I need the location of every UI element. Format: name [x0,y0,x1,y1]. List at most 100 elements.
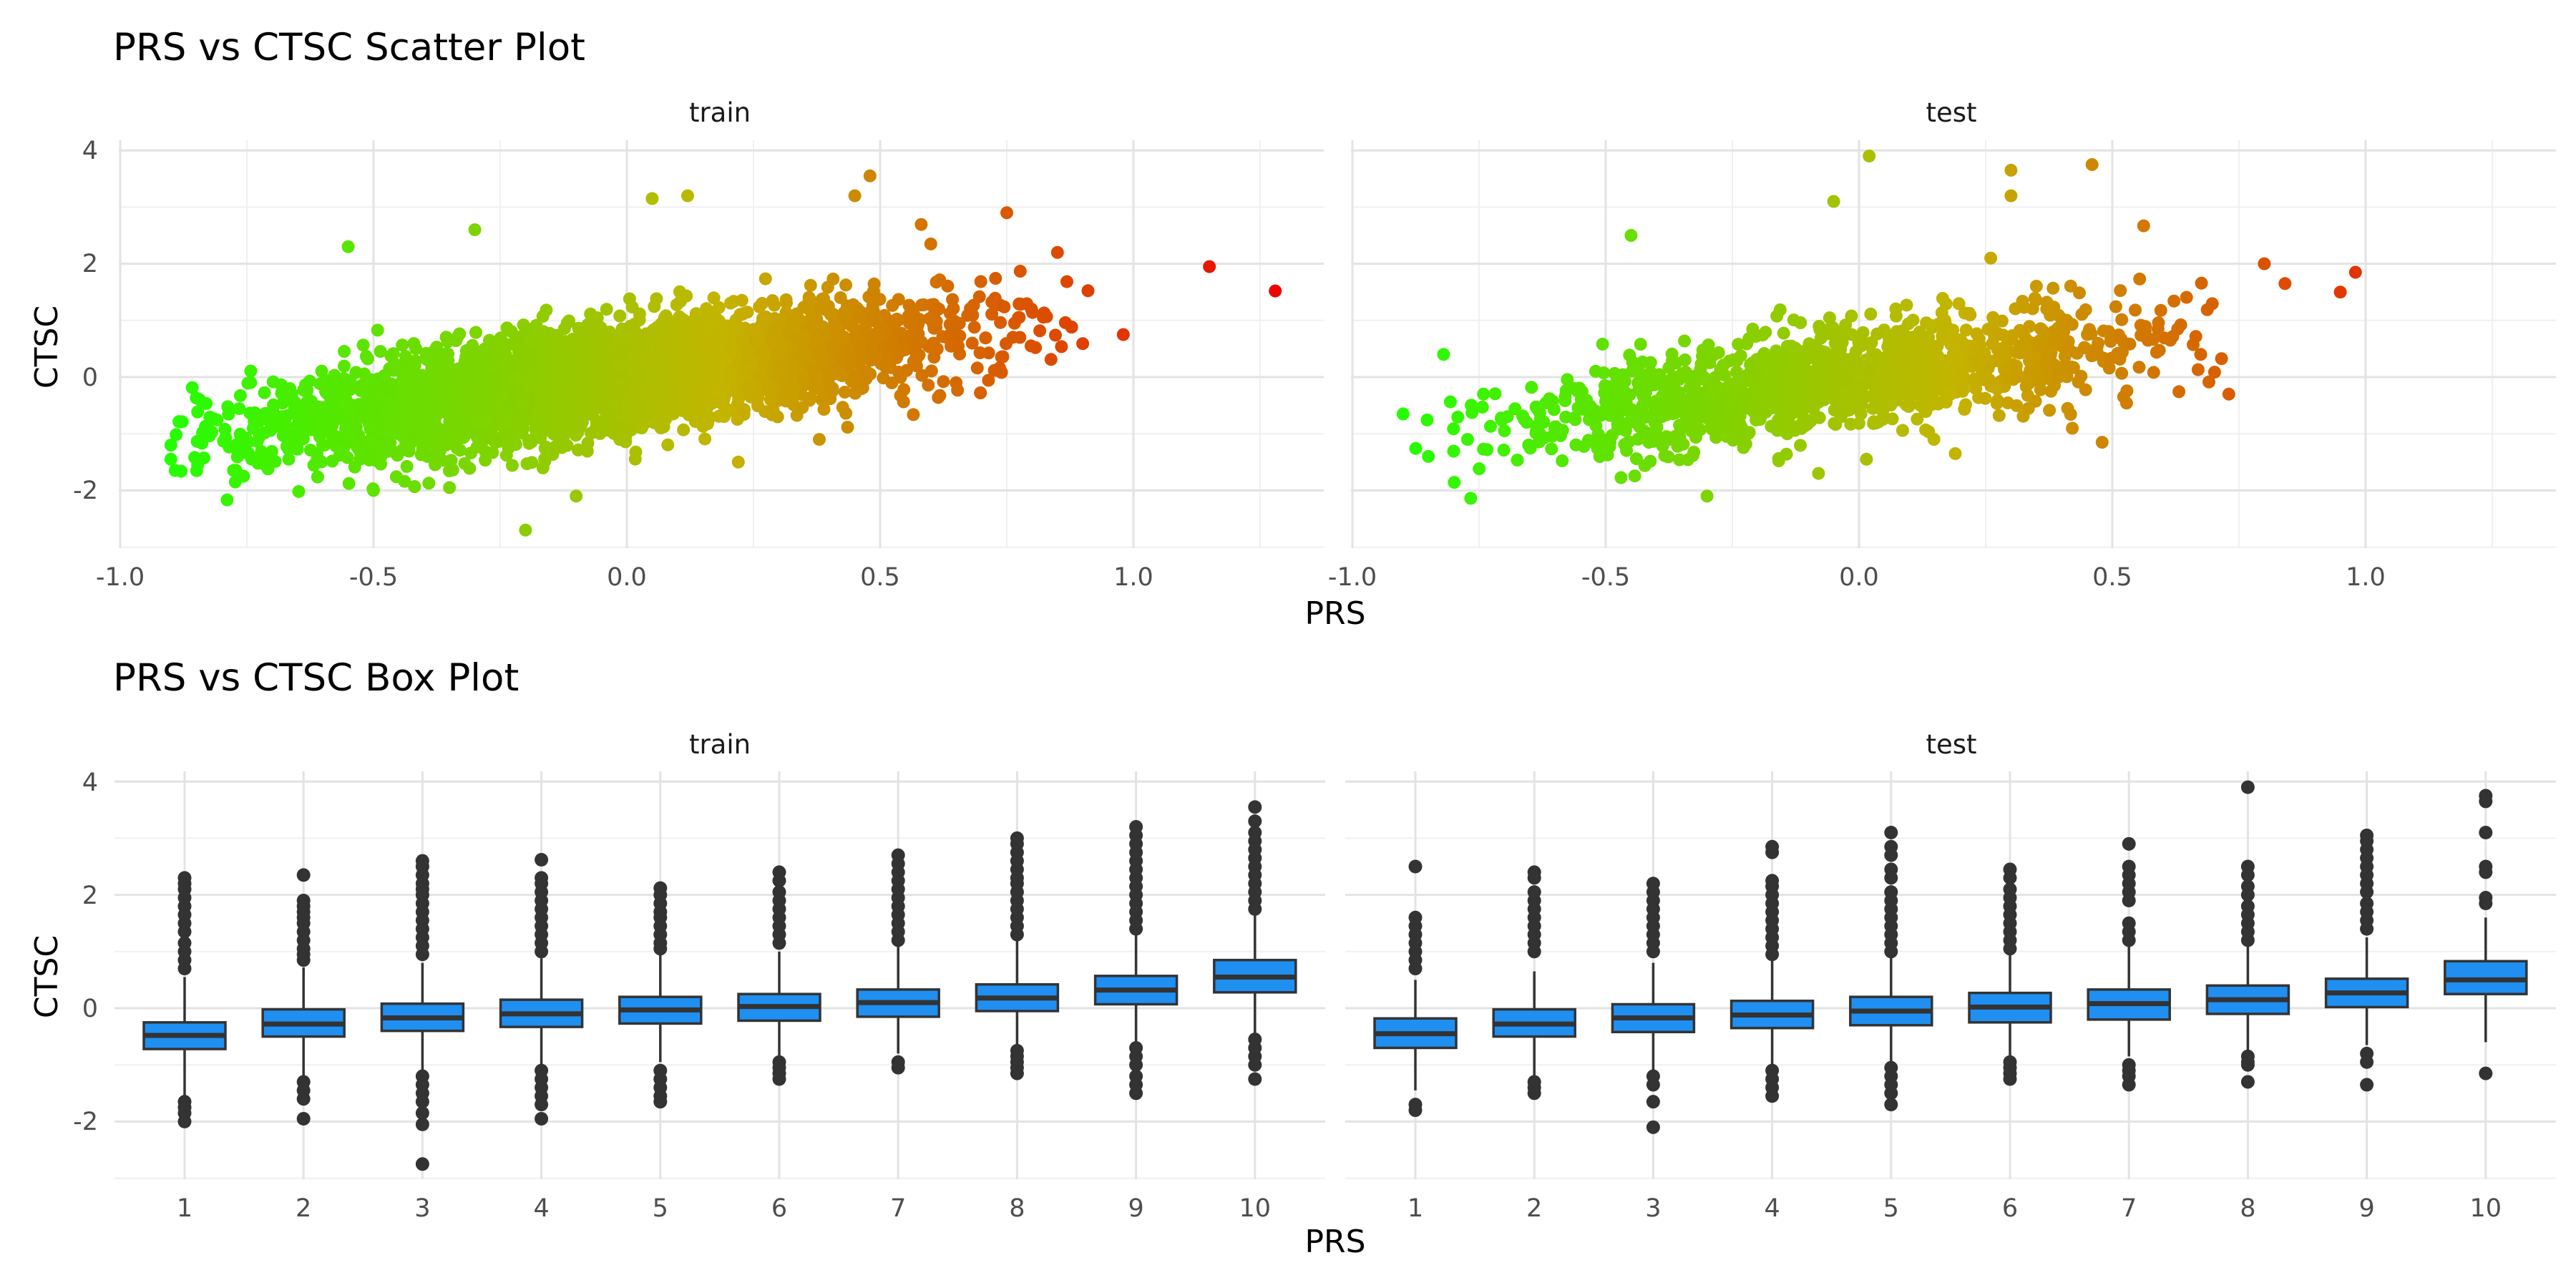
scatter-point [1475,400,1489,414]
scatter-point [661,438,675,452]
scatter-point [397,411,411,425]
scatter-point [519,523,532,537]
scatter-point [970,361,984,375]
scatter-point [624,424,638,437]
scatter-point [924,364,938,378]
scatter-point [261,462,275,476]
scatter-point [2167,294,2181,308]
scatter-point [2215,352,2228,366]
scatter-point [1577,439,1591,453]
scatter-point [974,275,987,288]
scatter-point [953,329,967,343]
scatter-point [275,410,289,424]
scatter-point [326,454,339,468]
scatter-point [346,416,359,429]
scatter-point [855,348,869,362]
scatter-strip-test: test [1926,97,1976,128]
scatter-point [241,376,255,390]
scatter-point [645,192,659,205]
scatter-point [540,303,553,317]
scatter-point [587,400,600,414]
scatter-point [258,386,271,399]
scatter-point [930,275,943,289]
scatter-point [410,374,424,386]
scatter-point [560,439,574,452]
scatter-point [737,307,750,321]
scatter-point [1673,453,1686,467]
scatter-point [885,376,899,390]
scatter-point [264,424,277,437]
scatter-point [400,459,414,473]
scatter-point [1959,323,1973,337]
scatter-point [1464,492,1478,505]
scatter-point [776,357,789,371]
scatter-point [612,332,625,346]
scatter-point [303,444,317,457]
scatter-point [1065,321,1078,334]
scatter-point [985,308,999,321]
scatter-point [465,396,479,410]
scatter-point [566,338,580,351]
scatter-point [985,296,999,309]
scatter-point [2017,301,2031,314]
scatter-point [572,443,585,457]
scatter-point [581,436,595,450]
scatter-point [426,404,439,416]
scatter-point [712,301,726,314]
scatter-point [575,398,588,411]
scatter-point [197,452,210,464]
scatter-point [620,408,634,421]
scatter-point [419,420,432,433]
scatter-point [915,369,929,382]
scatter-point [664,402,678,416]
scatter-point [1636,389,1650,402]
scatter-point [505,459,519,472]
scatter-point [804,391,817,405]
scatter-point [756,297,769,310]
scatter-point [599,406,613,419]
scatter-point [867,285,880,298]
scatter-point [436,454,449,467]
scatter-point [1033,324,1047,338]
scatter-point [1734,349,1747,363]
scatter-point [540,364,553,378]
scatter-point [282,452,296,466]
scatter-point [352,442,365,456]
scatter-point [2120,384,2134,398]
scatter-point [725,345,738,358]
scatter-point [1477,387,1491,401]
scatter-point [402,444,416,458]
scatter-point [1839,318,1853,332]
scatter-point [582,317,596,331]
scatter-point [1525,381,1538,394]
scatter-point [684,363,698,376]
scatter-point [311,470,324,484]
scatter-point [525,334,538,347]
scatter-point [615,347,629,361]
scatter-point [849,386,862,400]
scatter-point [538,441,552,455]
scatter-point [845,351,859,364]
scatter-point [735,293,748,307]
scatter-point [600,303,613,316]
scatter-point [635,421,648,434]
scatter-point [737,403,751,416]
scatter-point [1465,399,1478,412]
scatter-point [1269,284,1282,298]
scatter-point [472,415,485,429]
scatter-point [170,428,183,441]
scatter-point [824,308,837,321]
scatter-point [924,237,937,250]
scatter-point [923,312,936,326]
scatter-point [1712,346,1725,359]
scatter-point [449,428,462,441]
scatter-point [1556,454,1569,467]
scatter-point [364,375,378,389]
scatter-point [537,325,550,338]
scatter-point [1013,265,1027,278]
scatter-point [904,316,918,329]
scatter-point [799,331,811,345]
scatter-point [922,379,935,392]
